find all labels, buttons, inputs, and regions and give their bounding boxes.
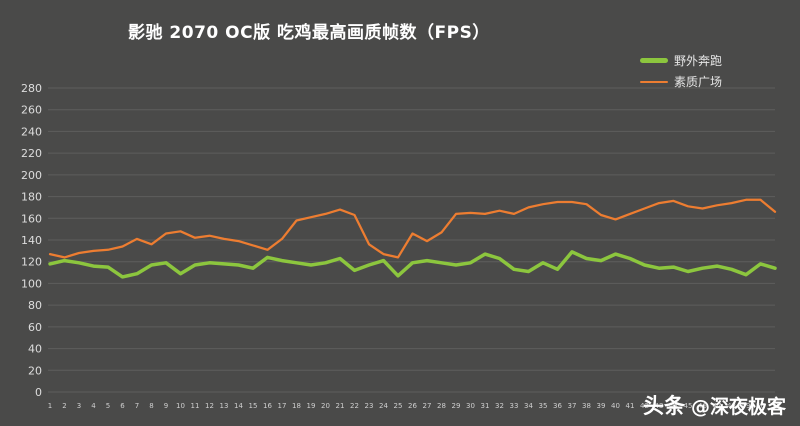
legend-item-field-run: 野外奔跑 [639, 52, 722, 69]
x-axis-tick-label: 47 [713, 402, 722, 410]
y-axis-tick-label: 220 [21, 147, 42, 160]
chart-title: 影驰 2070 OC版 吃鸡最高画质帧数（FPS） [128, 23, 490, 43]
x-axis-tick-label: 49 [742, 402, 751, 410]
series-line-1 [48, 198, 777, 259]
x-axis-tick-label: 45 [684, 402, 693, 410]
x-axis-tick-label: 9 [164, 402, 168, 410]
x-axis-tick-label: 51 [771, 402, 780, 410]
y-axis-tick-label: 80 [28, 299, 42, 312]
x-axis-tick-label: 8 [149, 402, 153, 410]
x-axis-tick-label: 28 [437, 402, 446, 410]
x-axis-tick-label: 3 [77, 402, 81, 410]
y-axis-tick-label: 120 [21, 256, 42, 269]
x-axis-tick-label: 46 [698, 402, 707, 410]
x-axis-tick-label: 20 [321, 402, 330, 410]
x-axis-tick-label: 26 [408, 402, 417, 410]
y-axis-tick-label: 40 [28, 343, 42, 356]
x-axis-tick-label: 50 [756, 402, 765, 410]
y-axis-tick-label: 60 [28, 321, 42, 334]
x-axis-tick-label: 7 [135, 402, 139, 410]
x-axis-tick-label: 16 [263, 402, 272, 410]
x-axis-tick-label: 1 [48, 402, 52, 410]
x-axis-tick-label: 44 [669, 402, 678, 410]
x-axis-tick-label: 19 [307, 402, 316, 410]
y-axis-tick-label: 180 [21, 191, 42, 204]
x-axis-tick-label: 21 [336, 402, 345, 410]
y-axis-tick-label: 240 [21, 125, 42, 138]
x-axis-tick-label: 31 [481, 402, 490, 410]
x-axis-tick-label: 13 [220, 402, 229, 410]
watermark: 头条 @深夜极客 [643, 390, 786, 420]
x-axis-tick-label: 12 [205, 402, 214, 410]
x-axis-tick-label: 24 [379, 402, 388, 410]
y-axis-tick-label: 280 [21, 82, 42, 95]
x-axis-tick-label: 22 [350, 402, 359, 410]
watermark-brand: 头条 [642, 394, 685, 418]
x-axis-tick-label: 34 [524, 402, 533, 410]
x-axis-tick-label: 43 [655, 402, 664, 410]
x-axis-tick-label: 36 [553, 402, 562, 410]
y-axis-tick-label: 200 [21, 169, 42, 182]
x-axis-tick-label: 14 [234, 402, 243, 410]
x-axis-tick-label: 33 [510, 402, 519, 410]
y-axis-tick-label: 140 [21, 234, 42, 247]
x-axis-tick-label: 23 [365, 402, 374, 410]
x-axis-tick-label: 37 [568, 402, 577, 410]
x-axis-tick-label: 18 [292, 402, 301, 410]
x-axis-tick-label: 35 [539, 402, 548, 410]
x-axis-tick-label: 48 [727, 402, 736, 410]
chart-legend: 野外奔跑 素质广场 [639, 52, 722, 90]
x-axis-tick-label: 6 [120, 402, 125, 410]
x-axis-tick-label: 41 [626, 402, 635, 410]
legend-swatch-green [639, 58, 668, 63]
x-axis-tick-label: 42 [640, 402, 649, 410]
y-axis-tick-label: 100 [21, 277, 42, 290]
x-axis-tick-label: 27 [423, 402, 432, 410]
x-axis-tick-label: 39 [597, 402, 606, 410]
legend-item-lobby: 素质广场 [639, 73, 722, 90]
x-axis-tick-label: 32 [495, 402, 504, 410]
x-axis-tick-label: 30 [466, 402, 475, 410]
x-axis-tick-label: 5 [106, 402, 110, 410]
x-axis-tick-label: 15 [249, 402, 258, 410]
x-axis-tick-label: 29 [452, 402, 461, 410]
y-axis-tick-label: 260 [21, 104, 42, 117]
legend-label: 素质广场 [673, 75, 722, 89]
legend-swatch-orange [639, 80, 668, 83]
watermark-handle: @深夜极客 [690, 396, 786, 418]
x-axis-tick-label: 25 [394, 402, 403, 410]
x-axis-tick-label: 17 [278, 402, 287, 410]
legend-label: 野外奔跑 [673, 54, 722, 68]
x-axis-tick-label: 11 [191, 402, 200, 410]
x-axis-tick-label: 40 [611, 402, 620, 410]
x-axis-tick-label: 2 [62, 402, 66, 410]
y-axis-tick-label: 20 [28, 364, 42, 377]
x-axis-tick-label: 4 [91, 402, 96, 410]
series-line-0 [48, 250, 777, 279]
y-axis-tick-label: 160 [21, 212, 42, 225]
y-axis-tick-label: 0 [35, 386, 42, 399]
x-axis-tick-label: 10 [176, 402, 185, 410]
x-axis-tick-label: 38 [582, 402, 591, 410]
